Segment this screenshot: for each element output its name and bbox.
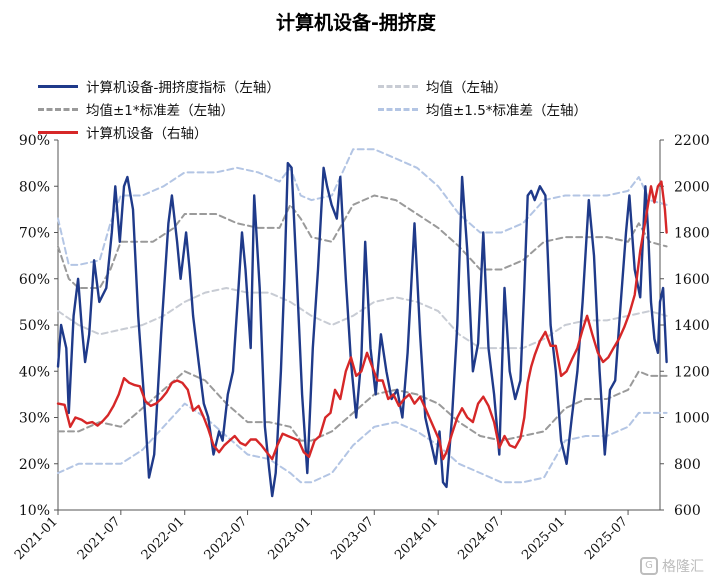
legend-swatch-std15: [378, 107, 418, 111]
y-left-tick-label: 80%: [19, 179, 50, 195]
y-right-tick-label: 1400: [674, 318, 710, 334]
x-tick-label: 2025-01: [519, 514, 568, 563]
y-right-tick-label: 800: [674, 457, 701, 473]
y-right-tick-label: 1000: [674, 411, 710, 427]
legend-label-std1: 均值±1*标准差（左轴）: [86, 103, 235, 119]
legend-label-sector-index: 计算机设备（右轴）: [86, 126, 208, 142]
x-tick-label: 2025-07: [582, 514, 631, 563]
crowding-index-line: [56, 161, 668, 498]
y-left-tick-label: 40%: [19, 364, 50, 380]
brand-logo-icon: G: [640, 557, 658, 575]
y-right-tick-label: 1600: [674, 272, 710, 288]
y-right-tick-label: 2000: [674, 179, 710, 195]
y-left-tick-label: 50%: [19, 318, 50, 334]
legend-item-std1: 均值±1*标准差（左轴）: [38, 99, 234, 119]
x-tick-label: 2022-07: [202, 514, 251, 563]
watermark-text: 格隆汇: [662, 559, 704, 575]
y-left-tick-label: 90%: [19, 133, 50, 149]
y-left-tick-label: 30%: [19, 411, 50, 427]
y-left-tick-label: 20%: [19, 457, 50, 473]
legend-item-mean: 均值（左轴）: [378, 76, 507, 96]
y-left-tick-label: 60%: [19, 272, 50, 288]
x-tick-label: 2024-01: [392, 514, 441, 563]
legend-swatch-crowding-index: [38, 84, 78, 88]
x-tick-label: 2022-01: [139, 514, 188, 563]
y-left-tick-label: 70%: [19, 226, 50, 242]
legend-item-crowding-index: 计算机设备-拥挤度指标（左轴）: [38, 76, 280, 96]
legend-swatch-std1: [38, 107, 78, 111]
legend-label-std15: 均值±1.5*标准差（左轴）: [426, 103, 588, 119]
x-tick-label: 2021-07: [75, 514, 124, 563]
mean-plus-1-5std-line: [57, 148, 668, 266]
legend-swatch-sector-index: [38, 130, 78, 134]
x-tick-label: 2024-07: [455, 514, 504, 563]
y-right-tick-label: 1800: [674, 226, 710, 242]
x-tick-label: 2021-01: [12, 514, 61, 563]
sector-index-line: [56, 180, 668, 461]
legend-item-std15: 均值±1.5*标准差（左轴）: [378, 99, 587, 119]
legend-swatch-mean: [378, 84, 418, 88]
mean-plus-1std-line: [57, 194, 668, 289]
watermark: G 格隆汇: [640, 556, 704, 576]
y-right-tick-label: 600: [674, 503, 701, 519]
y-right-tick-label: 1200: [674, 364, 710, 380]
legend-label-mean: 均值（左轴）: [426, 80, 507, 96]
mean-minus-1-5std-line: [57, 402, 668, 484]
legend-label-crowding-index: 计算机设备-拥挤度指标（左轴）: [86, 80, 280, 96]
x-tick-label: 2023-07: [328, 514, 377, 563]
legend-item-sector-index: 计算机设备（右轴）: [38, 122, 208, 142]
y-right-tick-label: 2200: [674, 133, 710, 149]
y-left-tick-label: 10%: [19, 503, 50, 519]
x-tick-label: 2023-01: [265, 514, 314, 563]
chart-title: 计算机设备-拥挤度: [276, 12, 436, 34]
mean-minus-1std-line: [57, 370, 668, 442]
